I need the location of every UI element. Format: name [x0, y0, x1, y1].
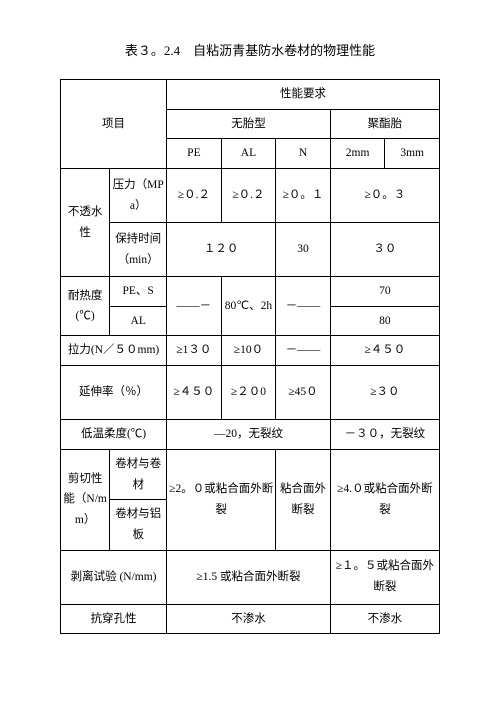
row-pressure: 压力（MPa） [110, 169, 167, 223]
row-elongation: 延伸率（％） [61, 366, 167, 420]
row-heat: 耐热度(℃) [61, 277, 110, 336]
row-heat-pes: PE、S [110, 277, 167, 307]
cell-heat-v2: 80 [330, 306, 439, 336]
cell-p-n: ≥０。１ [276, 169, 331, 223]
row-shear: 剪切性能（N/mm） [61, 449, 110, 550]
cell-heat-cond: 80℃、2h [221, 277, 276, 336]
table-title: 表３。2.4 自粘沥青基防水卷材的物理性能 [60, 40, 440, 59]
cell-shear-n: 粘合面外断裂 [276, 449, 331, 550]
cell-ht-notire: １２０ [167, 223, 276, 277]
properties-table: 项目 性能要求 无胎型 聚酯胎 PE AL N 2mm 3mm 不透水性 压力（… [60, 79, 440, 634]
cell-lt-notire: —20，无裂纹 [167, 420, 331, 450]
cell-e-pe: ≥４５０ [167, 366, 222, 420]
cell-heat-dash2: －—— [276, 277, 331, 336]
row-heat-al: AL [110, 306, 167, 336]
cell-punc-poly: 不渗水 [330, 604, 439, 634]
cell-p-poly: ≥０。３ [330, 169, 439, 223]
row-puncture: 抗穿孔性 [61, 604, 167, 634]
cell-lt-poly: －３０，无裂纹 [330, 420, 439, 450]
cell-peel-poly: ≥１。５或粘合面外断裂 [330, 550, 439, 604]
cell-heat-v1: 70 [330, 277, 439, 307]
row-shear-sub1: 卷材与卷材 [110, 449, 167, 499]
row-lowtemp: 低温柔度(℃) [61, 420, 167, 450]
header-poly-tire: 聚酯胎 [330, 109, 439, 139]
row-peel: 剥离试验 (N/mm) [61, 550, 167, 604]
cell-ht-poly: ３０ [330, 223, 439, 277]
cell-t-poly: ≥４５０ [330, 336, 439, 366]
row-tensile: 拉力(N／５０mm) [61, 336, 167, 366]
cell-e-n: ≥45０ [276, 366, 331, 420]
cell-ht-n: 30 [276, 223, 331, 277]
cell-peel-notire: ≥1.5 或粘合面外断裂 [167, 550, 331, 604]
cell-e-poly: ≥３０ [330, 366, 439, 420]
cell-heat-dash1: ——－ [167, 277, 222, 336]
header-no-tire: 无胎型 [167, 109, 331, 139]
header-n: N [276, 139, 331, 169]
row-shear-sub2: 卷材与铝板 [110, 500, 167, 550]
cell-t-al: ≥10０ [221, 336, 276, 366]
header-3mm: 3mm [385, 139, 440, 169]
cell-e-al: ≥２０0 [221, 366, 276, 420]
header-al: AL [221, 139, 276, 169]
header-pe: PE [167, 139, 222, 169]
header-2mm: 2mm [330, 139, 385, 169]
cell-shear-poly: ≥4.０或粘合面外断裂 [330, 449, 439, 550]
cell-shear-notire: ≥2。０或粘合面外断裂 [167, 449, 276, 550]
row-holdtime: 保持时间（min） [110, 223, 167, 277]
cell-p-pe: ≥０.２ [167, 169, 222, 223]
cell-t-n: －—— [276, 336, 331, 366]
cell-p-al: ≥０.２ [221, 169, 276, 223]
row-impermeability: 不透水性 [61, 169, 110, 277]
header-item: 项目 [61, 80, 167, 169]
cell-t-pe: ≥1３０ [167, 336, 222, 366]
cell-punc-notire: 不渗水 [167, 604, 331, 634]
header-requirements: 性能要求 [167, 80, 440, 110]
